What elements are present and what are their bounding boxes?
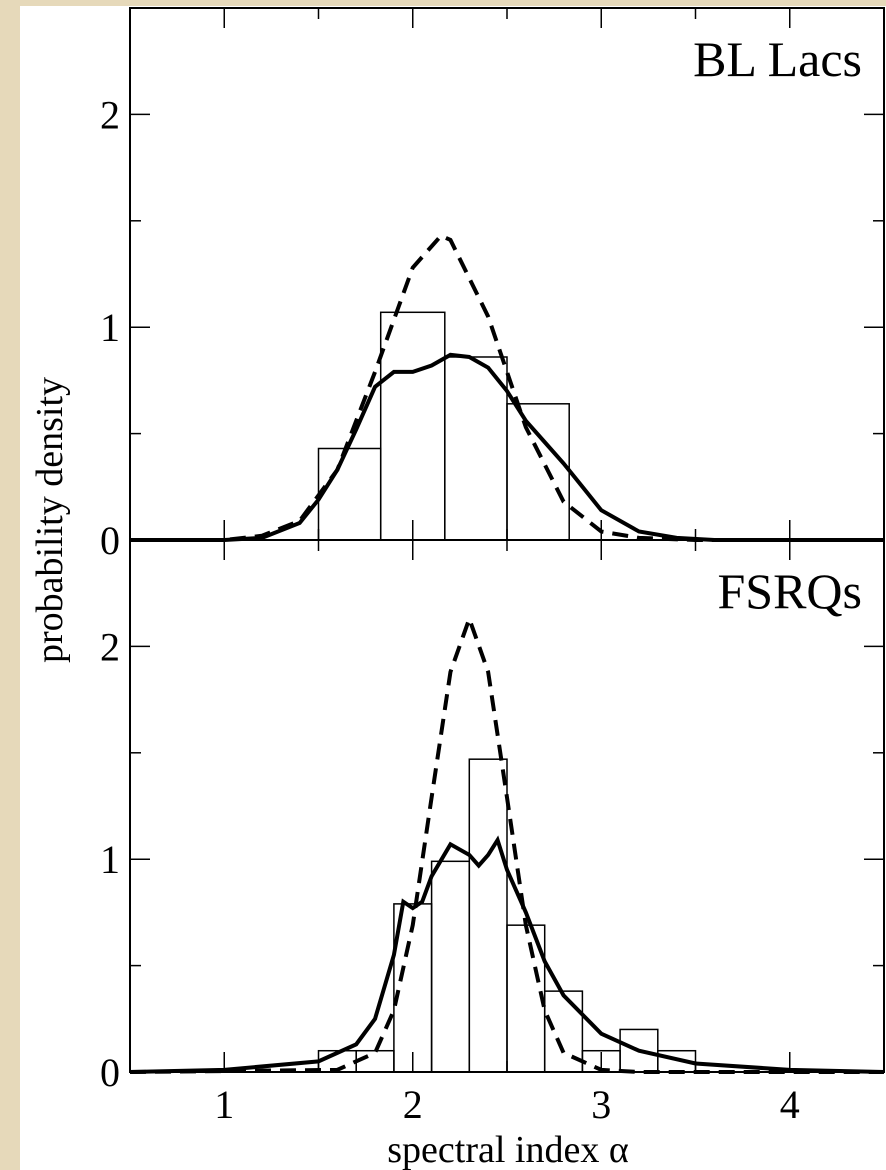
- y-tick-label: 0: [100, 518, 120, 563]
- y-tick-label: 2: [100, 624, 120, 669]
- density-curve: [129, 612, 884, 1074]
- y-tick-label: 1: [100, 305, 120, 350]
- x-tick-label: 4: [780, 1082, 800, 1127]
- density-curve: [130, 233, 884, 542]
- x-axis-label: spectral index α: [387, 1129, 629, 1170]
- panel-title: FSRQs: [717, 563, 862, 619]
- y-axis-label: probability density: [29, 377, 71, 663]
- x-tick-label: 3: [591, 1082, 611, 1127]
- panel-title: BL Lacs: [693, 31, 862, 87]
- density-curve: [129, 835, 885, 1074]
- y-tick-label: 0: [100, 1050, 120, 1095]
- y-tick-label: 1: [100, 837, 120, 882]
- density-curve: [130, 352, 884, 542]
- plot-background: [20, 6, 886, 1170]
- x-tick-label: 2: [403, 1082, 423, 1127]
- x-tick-label: 1: [214, 1082, 234, 1127]
- y-tick-label: 2: [100, 92, 120, 137]
